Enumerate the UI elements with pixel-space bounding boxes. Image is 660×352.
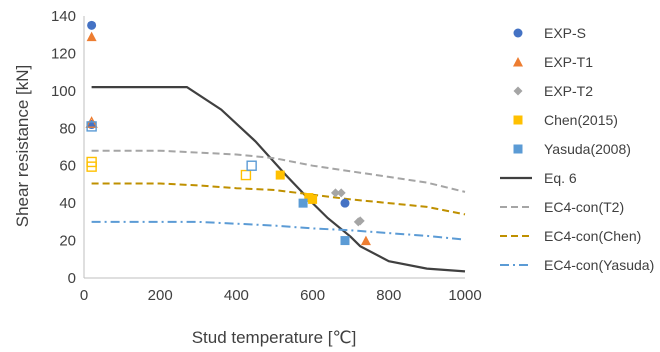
legend-marker [513,57,523,67]
legend: EXP-S EXP-T1 EXP-T2 Chen(2015) Yasuda(2008) E… [500,25,654,273]
legend-label: Chen(2015) [544,112,618,128]
series-line-7 [91,182,466,216]
legend-label: EXP-T2 [544,83,593,99]
y-tick-label: 20 [59,233,76,250]
data-point-hollow-series-3 [86,161,97,172]
x-tick-label: 1000 [448,287,481,304]
data-point-series-2 [336,188,346,198]
data-point-series-3 [275,170,285,180]
data-point-hollow-series-3 [240,169,252,181]
legend-marker [513,28,523,38]
legend-marker [513,86,523,96]
data-point-hollow-series-4 [246,160,257,171]
x-axis-title: Stud temperature [℃] [192,328,357,347]
y-tick-label: 100 [51,83,76,100]
data-point-series-1 [86,31,97,42]
legend-label: EXP-T1 [544,54,593,70]
legend-label: Yasuda(2008) [544,141,631,157]
data-point-series-4 [340,236,350,246]
y-tick-label: 140 [51,8,76,25]
y-tick-label: 40 [59,195,76,212]
data-point-series-3 [308,194,318,204]
legend-label: EXP-S [544,25,586,41]
y-tick-label: 120 [51,45,76,62]
legend-label: EC4-con(Chen) [544,228,641,244]
series-line-8 [91,220,466,241]
x-tick-label: 0 [80,287,88,304]
data-point-series-0 [340,198,350,208]
legend-label: EC4-con(Yasuda) [544,257,654,273]
x-tick-label: 600 [300,287,325,304]
y-tick-label: 60 [59,158,76,175]
data-point-series-1 [360,235,371,246]
x-tick-label: 200 [148,287,173,304]
plot-area [85,20,466,273]
data-point-series-4 [298,198,308,208]
data-point-series-2 [330,188,340,198]
y-tick-label: 0 [68,270,76,287]
legend-label: Eq. 6 [544,170,577,186]
x-tick-label: 400 [224,287,249,304]
data-point-series-0 [87,20,97,30]
legend-marker [513,144,523,154]
legend-marker [513,115,523,125]
legend-label: EC4-con(T2) [544,199,624,215]
series-line-5 [91,86,466,273]
data-point-hollow-series-4 [86,121,97,132]
y-tick-label: 80 [59,120,76,137]
series-line-6 [91,149,466,193]
x-tick-label: 800 [376,287,401,304]
y-axis-title: Shear resistance [kN] [13,65,32,228]
axes: 0 200 400 600 800 1000 0 20 40 60 80 100 120 140 [51,8,482,304]
data-point-series-2 [355,216,365,226]
